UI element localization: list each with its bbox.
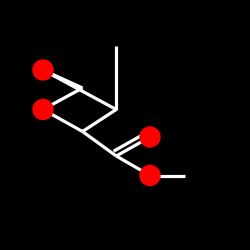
Circle shape — [33, 60, 53, 80]
Circle shape — [33, 100, 53, 119]
Circle shape — [140, 127, 160, 147]
Circle shape — [140, 166, 160, 186]
